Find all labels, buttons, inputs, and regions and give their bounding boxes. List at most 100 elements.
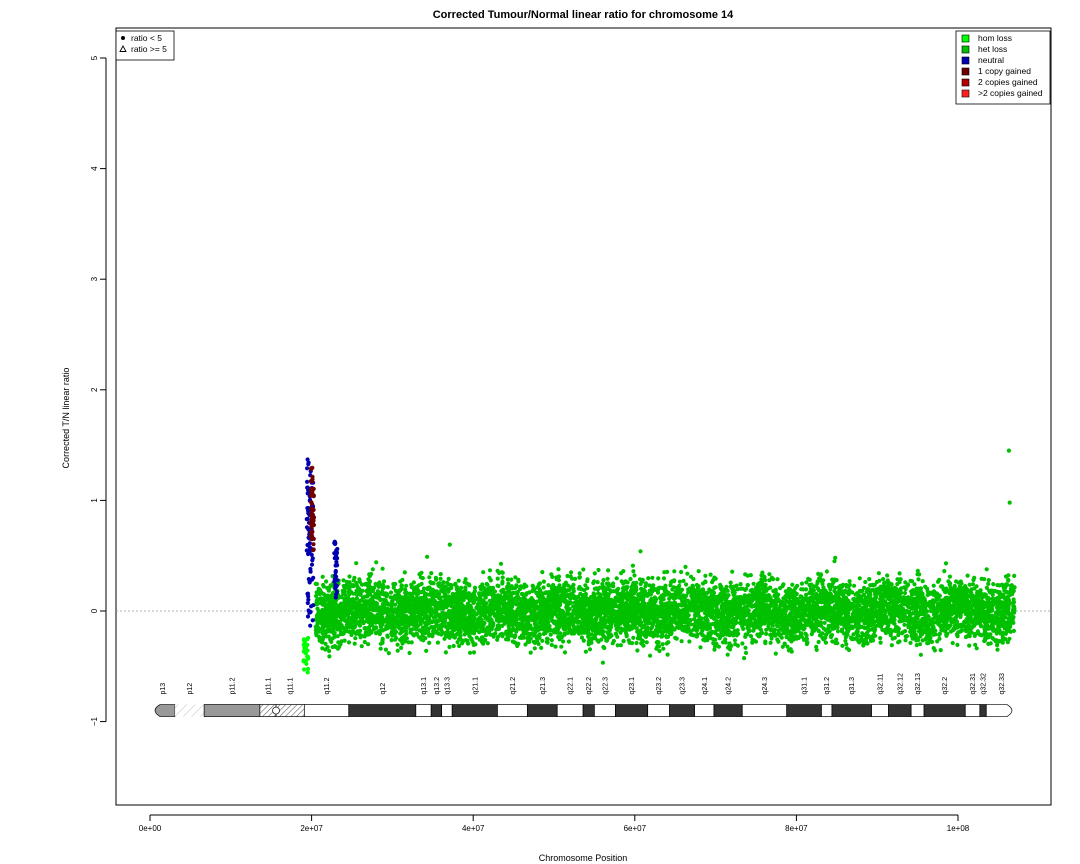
point-het-loss [513, 575, 518, 580]
point-het-loss [360, 588, 365, 593]
point-het-loss [366, 577, 371, 582]
point-het-loss [634, 580, 639, 585]
point-het-loss [931, 583, 936, 588]
plot-frame [115, 27, 1052, 806]
point-het-loss [935, 639, 940, 644]
y-tick-label: 3 [90, 276, 99, 281]
point-het-loss [650, 575, 655, 580]
point-het-loss [515, 589, 521, 595]
point-het-loss [458, 633, 463, 638]
point-het-loss [596, 567, 601, 573]
point-het-loss [947, 574, 953, 579]
point-het-loss [892, 635, 898, 640]
point-het-loss [745, 583, 750, 588]
point-het-loss [525, 639, 530, 644]
point-het-loss [807, 583, 813, 588]
point-het-loss [757, 626, 763, 631]
point-het-loss [329, 639, 334, 645]
point-het-loss [973, 642, 978, 647]
point-het-loss [449, 615, 454, 620]
point-het-loss [595, 638, 600, 643]
point-het-loss [725, 652, 730, 657]
point-het-loss [441, 580, 446, 585]
x-tick-label: 6e+07 [624, 824, 647, 833]
point-het-loss [395, 648, 400, 653]
point-het-loss [948, 585, 953, 590]
point-het-loss [768, 597, 774, 602]
point-het-loss [415, 586, 420, 591]
point-het-loss [554, 623, 560, 628]
point-het-loss [484, 601, 489, 606]
point-het-loss [385, 633, 390, 638]
point-het-loss [698, 645, 703, 650]
point-het-loss [577, 575, 582, 580]
point-het-loss [684, 582, 689, 587]
point-het-loss [643, 584, 648, 589]
point-het-loss [549, 642, 554, 648]
point-het-loss [767, 572, 772, 577]
point-het-loss [613, 631, 618, 637]
point-het-loss [516, 579, 521, 584]
point-het-loss [768, 632, 773, 637]
point-het-loss [517, 626, 522, 631]
point-het-loss [914, 586, 919, 591]
point-het-loss [712, 647, 717, 652]
point-het-loss [889, 643, 894, 648]
point-het-loss [541, 585, 546, 590]
point-het-loss [863, 579, 868, 585]
point-het-loss [778, 620, 784, 626]
point-het-loss [565, 573, 570, 579]
point-het-loss [903, 638, 908, 643]
point-het-loss [665, 569, 670, 575]
point-het-loss [950, 640, 955, 646]
point-het-loss [824, 569, 830, 574]
point-het-loss [373, 620, 378, 625]
point-het-loss [891, 620, 896, 626]
point-het-loss [877, 578, 882, 583]
point-het-loss [897, 580, 902, 585]
point-het-loss [655, 619, 661, 625]
point-het-loss [705, 590, 710, 596]
point-het-loss [579, 635, 585, 640]
point-het-loss [341, 578, 346, 583]
point-het-loss [768, 640, 773, 645]
point-het-loss [835, 641, 840, 646]
point-het-loss [469, 636, 474, 641]
point-het-loss [723, 637, 728, 642]
point-het-loss [385, 585, 390, 590]
point-het-loss [771, 577, 776, 582]
point-het-loss [354, 561, 359, 566]
point-het-loss [742, 656, 747, 661]
point-het-loss [378, 646, 383, 651]
point-het-loss [457, 643, 462, 649]
x-tick-label: 8e+07 [785, 824, 808, 833]
point-het-loss [456, 578, 461, 583]
point-het-loss [512, 635, 517, 640]
point-het-loss [984, 585, 990, 591]
point-het-loss [660, 642, 665, 647]
point-het-loss [606, 568, 611, 573]
point-het-loss [314, 633, 319, 638]
point-het-loss [451, 643, 456, 649]
point-het-loss [712, 644, 718, 649]
point-het-loss [902, 622, 907, 627]
point-het-loss [314, 581, 319, 587]
point-het-loss [651, 618, 656, 623]
point-het-loss [644, 640, 649, 645]
point-het-loss [832, 559, 837, 564]
point-het-loss [424, 648, 429, 654]
point-het-loss [974, 646, 979, 651]
point-het-loss [995, 647, 1000, 652]
y-tick-label: 5 [90, 55, 99, 60]
point-het-loss [621, 638, 626, 644]
point-het-loss [914, 643, 919, 648]
point-het-loss [468, 650, 473, 655]
point-het-loss [918, 586, 924, 591]
point-het-loss [383, 647, 388, 652]
y-tick-label: 4 [90, 166, 99, 171]
point-het-loss [487, 568, 493, 573]
point-het-loss [795, 583, 800, 589]
point-het-loss [747, 628, 752, 633]
point-het-loss [592, 586, 598, 591]
